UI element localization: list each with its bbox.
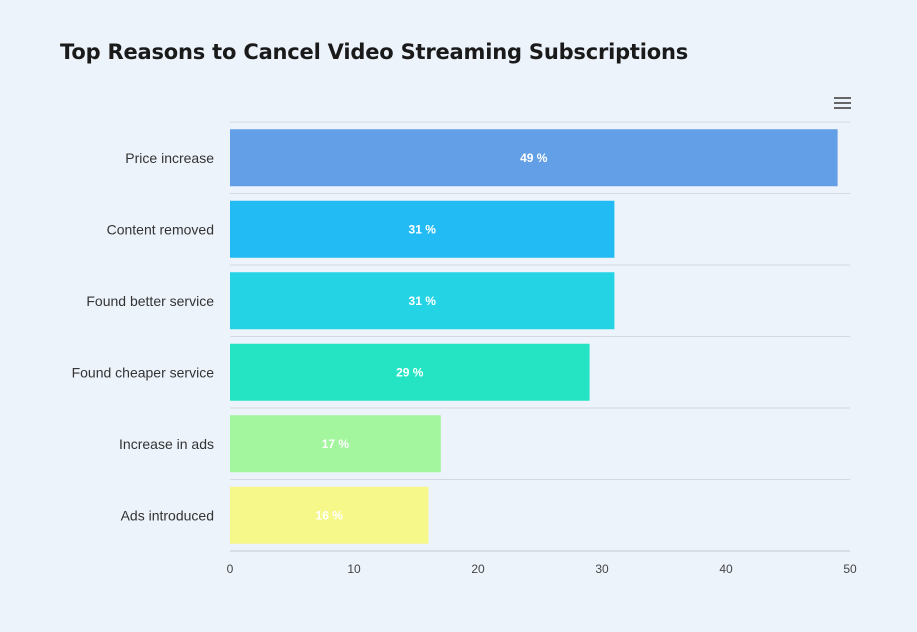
category-label: Increase in ads — [119, 436, 214, 452]
bar[interactable] — [230, 486, 429, 544]
x-tick-label: 0 — [227, 562, 234, 576]
bar[interactable] — [230, 129, 838, 187]
data-label: 29 % — [396, 365, 424, 379]
data-label: 16 % — [316, 508, 344, 522]
bar[interactable] — [230, 343, 590, 401]
category-label: Content removed — [107, 221, 214, 237]
data-label: 31 % — [409, 222, 437, 236]
data-labels: 49 % 31 % 31 % 29 % 17 % 16 % — [316, 151, 548, 523]
data-label: 17 % — [322, 437, 350, 451]
bar[interactable] — [230, 200, 615, 258]
x-tick-label: 50 — [843, 562, 857, 576]
category-label: Found cheaper service — [72, 364, 215, 380]
bar[interactable] — [230, 272, 615, 330]
data-label: 31 % — [409, 294, 437, 308]
x-tick-label: 30 — [595, 562, 609, 576]
category-labels: Price increase Content removed Found bette… — [72, 150, 215, 524]
category-label: Price increase — [125, 150, 214, 166]
grid-lines — [230, 121, 850, 552]
chart-title: Top Reasons to Cancel Video Streaming Su… — [60, 40, 689, 64]
x-tick-label: 20 — [471, 562, 485, 576]
x-tick-label: 40 — [719, 562, 733, 576]
bar[interactable] — [230, 415, 441, 473]
bars — [230, 129, 838, 544]
x-axis-ticks: 0 10 20 30 40 50 — [227, 562, 857, 576]
x-tick-label: 10 — [347, 562, 361, 576]
data-label: 49 % — [520, 151, 548, 165]
category-label: Found better service — [86, 293, 214, 309]
hamburger-menu-icon[interactable] — [834, 97, 851, 110]
category-label: Ads introduced — [121, 507, 214, 523]
